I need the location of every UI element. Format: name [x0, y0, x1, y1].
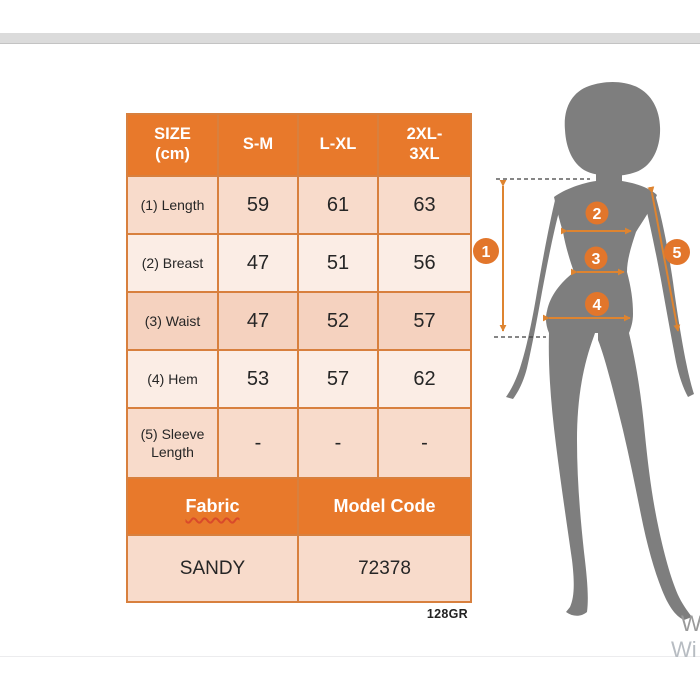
measurement-value: 47: [217, 291, 299, 351]
measurement-value: 47: [217, 233, 299, 293]
marker-4: 4: [585, 292, 609, 316]
table-row-breast: (2) Breast 47 51 56: [126, 233, 472, 293]
measurement-value: -: [217, 407, 299, 479]
silhouette-right-arm: [645, 194, 694, 397]
watermark-line1: W: [681, 611, 700, 636]
table-row-hem: (4) Hem 53 57 62: [126, 349, 472, 409]
column-header-sm: S-M: [217, 113, 299, 177]
measurement-value: 57: [377, 291, 472, 351]
marker-1-number: 1: [482, 244, 491, 261]
model-code-header-label: Model Code: [333, 496, 436, 516]
silhouette-head: [564, 82, 661, 176]
measurement-arrows: [499, 179, 681, 332]
fabric-value: SANDY: [126, 534, 299, 603]
top-divider-bar: [0, 33, 700, 44]
measurement-label: (1) Length: [126, 175, 219, 235]
model-code-header: Model Code: [297, 477, 472, 536]
column-header-size: SIZE (cm): [126, 113, 219, 177]
fabric-header-label: Fabric: [185, 496, 240, 516]
measurement-value: 57: [297, 349, 379, 409]
marker-5-number: 5: [673, 245, 682, 262]
bottom-divider-line: [0, 656, 700, 657]
measurement-markers: 1 2 3 4 5: [473, 201, 690, 316]
marker-3: 3: [584, 246, 608, 270]
column-header-sm-label: S-M: [242, 135, 274, 154]
marker-4-circle: [585, 292, 609, 316]
silhouette-left-arm: [506, 196, 560, 399]
sleeve-arrow: [647, 186, 681, 332]
measurement-value: 62: [377, 349, 472, 409]
measurement-value: 61: [297, 175, 379, 235]
marker-3-circle: [584, 246, 608, 270]
body-measurement-figure: 1 2 3 4 5: [473, 82, 694, 620]
weight-note: 128GR: [426, 607, 468, 621]
marker-3-number: 3: [592, 251, 601, 268]
measurement-value: 59: [217, 175, 299, 235]
measurement-value: 52: [297, 291, 379, 351]
measurement-value: -: [297, 407, 379, 479]
fabric-value-row: SANDY 72378: [126, 534, 472, 603]
female-silhouette: [506, 82, 694, 620]
table-row-sleeve-length: (5) Sleeve Length - - -: [126, 407, 472, 479]
model-code-value: 72378: [297, 534, 472, 603]
measurement-label: (3) Waist: [126, 291, 219, 351]
measurement-value: 53: [217, 349, 299, 409]
marker-2-circle: [585, 201, 609, 225]
column-header-lxl: L-XL: [297, 113, 379, 177]
marker-1: 1: [473, 238, 499, 264]
marker-2: 2: [585, 201, 609, 225]
measurement-value: 56: [377, 233, 472, 293]
watermark-line2: Wi: [671, 637, 697, 662]
table-row-waist: (3) Waist 47 52 57: [126, 291, 472, 351]
measurement-label: (4) Hem: [126, 349, 219, 409]
size-chart-table-area: SIZE (cm) S-M L-XL 2XL-3XL (1) Length 59…: [126, 113, 472, 621]
measurement-value: -: [377, 407, 472, 479]
measurement-dashed-lines: [494, 178, 590, 338]
column-header-size-label: SIZE (cm): [154, 125, 191, 163]
column-header-lxl-label: L-XL: [319, 135, 357, 154]
marker-1-circle: [473, 238, 499, 264]
column-header-2xl3xl-label: 2XL-3XL: [406, 125, 443, 163]
silhouette-right-leg: [598, 333, 692, 620]
table-row-length: (1) Length 59 61 63: [126, 175, 472, 235]
silhouette-left-leg: [548, 333, 595, 616]
measurement-value: 63: [377, 175, 472, 235]
marker-5-circle: [664, 239, 690, 265]
marker-4-number: 4: [593, 297, 602, 314]
measurement-label: (5) Sleeve Length: [126, 407, 219, 479]
marker-2-number: 2: [593, 206, 602, 223]
size-chart-table: SIZE (cm) S-M L-XL 2XL-3XL (1) Length 59…: [126, 113, 472, 603]
table-header-row: SIZE (cm) S-M L-XL 2XL-3XL: [126, 113, 472, 177]
column-header-2xl3xl: 2XL-3XL: [377, 113, 472, 177]
fabric-header-row: Fabric Model Code: [126, 477, 472, 536]
measurement-label: (2) Breast: [126, 233, 219, 293]
fabric-header: Fabric: [126, 477, 299, 536]
measurement-value: 51: [297, 233, 379, 293]
marker-5: 5: [664, 239, 690, 265]
